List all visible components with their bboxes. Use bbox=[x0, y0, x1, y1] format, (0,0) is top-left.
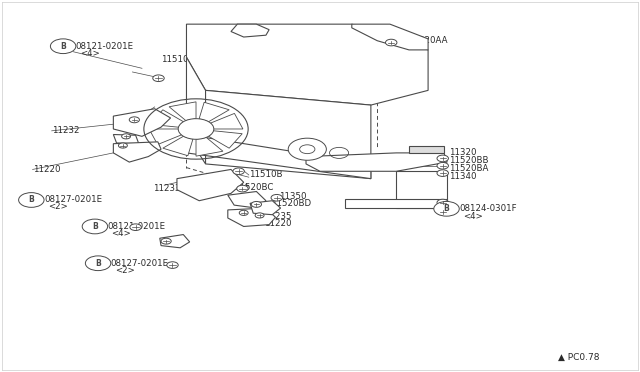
Polygon shape bbox=[113, 135, 139, 144]
Text: 11520BB: 11520BB bbox=[449, 157, 488, 166]
Text: 11350: 11350 bbox=[279, 192, 307, 201]
Polygon shape bbox=[205, 90, 371, 179]
Circle shape bbox=[434, 202, 460, 216]
Text: 11235: 11235 bbox=[264, 212, 292, 221]
Circle shape bbox=[239, 210, 248, 215]
Circle shape bbox=[82, 219, 108, 234]
Polygon shape bbox=[209, 131, 242, 148]
Text: 11520AA: 11520AA bbox=[408, 36, 447, 45]
Polygon shape bbox=[346, 199, 447, 208]
Polygon shape bbox=[199, 102, 229, 122]
Text: ▲ PC0.78: ▲ PC0.78 bbox=[558, 353, 600, 362]
Circle shape bbox=[437, 155, 449, 162]
Polygon shape bbox=[409, 145, 444, 153]
Circle shape bbox=[255, 213, 264, 218]
Circle shape bbox=[437, 170, 449, 176]
Polygon shape bbox=[196, 137, 223, 156]
Circle shape bbox=[300, 145, 315, 154]
Text: 08124-0301F: 08124-0301F bbox=[460, 204, 517, 213]
Polygon shape bbox=[186, 24, 428, 105]
Text: B: B bbox=[95, 259, 101, 268]
Circle shape bbox=[178, 119, 214, 139]
Polygon shape bbox=[250, 201, 280, 215]
Text: 11320: 11320 bbox=[449, 148, 477, 157]
Circle shape bbox=[161, 238, 172, 244]
Polygon shape bbox=[113, 142, 161, 162]
Text: B: B bbox=[444, 204, 449, 213]
Text: <2>: <2> bbox=[115, 266, 134, 275]
Circle shape bbox=[118, 143, 127, 148]
Text: 08121-0201E: 08121-0201E bbox=[108, 222, 166, 231]
Text: 11520BA: 11520BA bbox=[449, 164, 488, 173]
Polygon shape bbox=[396, 171, 447, 208]
Polygon shape bbox=[352, 24, 428, 50]
Text: 11232: 11232 bbox=[52, 126, 79, 135]
Circle shape bbox=[167, 262, 178, 268]
Polygon shape bbox=[231, 24, 269, 37]
Circle shape bbox=[130, 224, 141, 231]
Circle shape bbox=[85, 256, 111, 270]
Text: 08127-0201E: 08127-0201E bbox=[44, 195, 102, 205]
Polygon shape bbox=[150, 110, 184, 127]
Circle shape bbox=[437, 199, 449, 206]
Polygon shape bbox=[163, 136, 193, 156]
Polygon shape bbox=[186, 135, 371, 179]
Circle shape bbox=[153, 75, 164, 81]
Polygon shape bbox=[149, 129, 181, 145]
Text: 11220: 11220 bbox=[33, 165, 60, 174]
Text: 11520BC: 11520BC bbox=[234, 183, 273, 192]
Text: 11220: 11220 bbox=[264, 219, 292, 228]
Text: <4>: <4> bbox=[463, 212, 483, 221]
Polygon shape bbox=[169, 102, 196, 121]
Text: 08127-0201E: 08127-0201E bbox=[111, 259, 169, 268]
Polygon shape bbox=[113, 109, 171, 137]
Text: 11520BD: 11520BD bbox=[271, 199, 311, 208]
Polygon shape bbox=[211, 113, 243, 129]
Circle shape bbox=[237, 185, 248, 192]
Polygon shape bbox=[186, 57, 205, 164]
Circle shape bbox=[437, 163, 449, 169]
Polygon shape bbox=[177, 170, 244, 201]
Circle shape bbox=[252, 202, 262, 207]
Polygon shape bbox=[160, 235, 189, 248]
Circle shape bbox=[288, 138, 326, 160]
Circle shape bbox=[233, 168, 244, 174]
Text: 11510B: 11510B bbox=[249, 170, 282, 179]
Circle shape bbox=[129, 117, 140, 123]
Polygon shape bbox=[228, 192, 266, 208]
Circle shape bbox=[385, 39, 397, 46]
Circle shape bbox=[122, 134, 131, 139]
Polygon shape bbox=[228, 208, 275, 227]
Circle shape bbox=[271, 195, 282, 201]
Text: <4>: <4> bbox=[79, 49, 99, 58]
Text: B: B bbox=[92, 222, 98, 231]
Circle shape bbox=[51, 39, 76, 54]
Circle shape bbox=[19, 193, 44, 207]
Text: B: B bbox=[60, 42, 66, 51]
Text: 11340: 11340 bbox=[449, 172, 477, 181]
Text: 08121-0201E: 08121-0201E bbox=[76, 42, 134, 51]
Circle shape bbox=[437, 208, 449, 215]
Text: B: B bbox=[28, 195, 34, 205]
Text: <2>: <2> bbox=[48, 202, 68, 211]
Text: 11510B: 11510B bbox=[161, 55, 195, 64]
Polygon shape bbox=[306, 153, 447, 171]
Text: <4>: <4> bbox=[111, 229, 131, 238]
Text: 11233: 11233 bbox=[154, 185, 181, 193]
